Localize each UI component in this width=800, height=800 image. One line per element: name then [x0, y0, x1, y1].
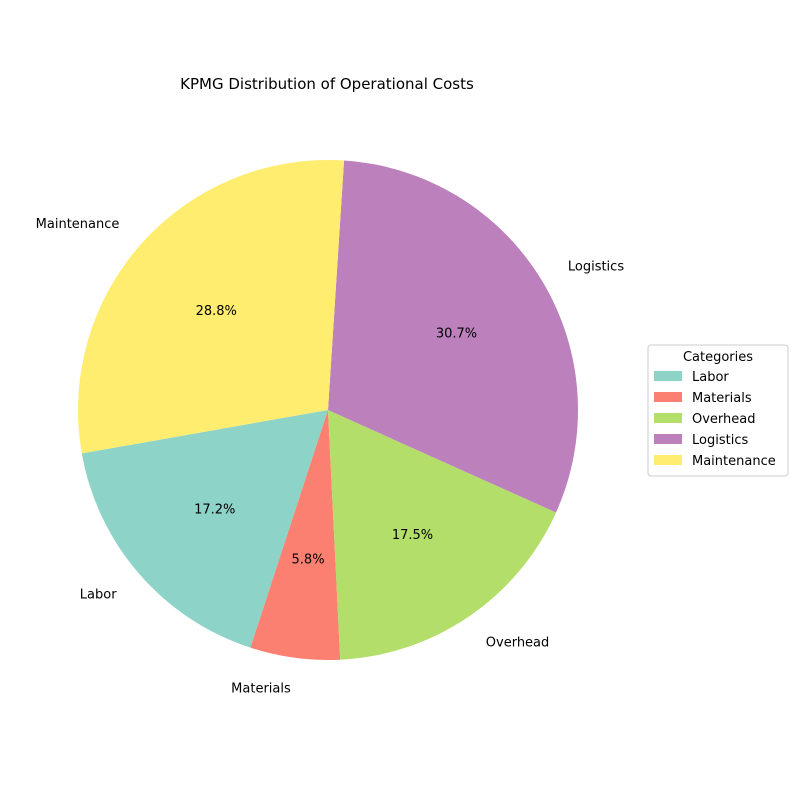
slice-label-maintenance: Maintenance	[36, 217, 120, 232]
slice-label-overhead: Overhead	[486, 635, 550, 650]
slice-label-logistics: Logistics	[568, 260, 624, 275]
percent-label-maintenance: 28.8%	[196, 304, 237, 319]
legend-label-maintenance: Maintenance	[692, 454, 776, 469]
pie-slice-maintenance	[78, 160, 345, 454]
pie-slice-materials	[250, 410, 341, 660]
legend: Categories Labor Materials Overhead Logisti…	[647, 344, 789, 477]
percent-label-overhead: 17.5%	[392, 528, 433, 543]
legend-title: Categories	[683, 350, 753, 365]
legend-label-labor: Labor	[692, 370, 729, 385]
slice-label-materials: Materials	[231, 682, 291, 697]
legend-swatch-labor	[654, 371, 682, 381]
slice-labels: Labor Materials Overhead Logistics Maintenan…	[36, 217, 625, 696]
legend-swatch-maintenance	[654, 455, 682, 465]
pie-slice-overhead	[328, 410, 557, 660]
pie-slice-labor	[81, 410, 328, 648]
percent-labels: 17.2% 5.8% 17.5% 30.7% 28.8%	[194, 304, 477, 568]
legend-label-logistics: Logistics	[692, 433, 748, 448]
legend-swatch-materials	[654, 392, 682, 402]
legend-label-overhead: Overhead	[692, 412, 756, 427]
pie-slices	[78, 160, 578, 660]
legend-frame	[647, 344, 789, 477]
percent-label-materials: 5.8%	[292, 553, 325, 568]
slice-label-labor: Labor	[80, 588, 117, 603]
percent-label-labor: 17.2%	[194, 502, 235, 517]
legend-swatch-logistics	[654, 434, 682, 444]
percent-label-logistics: 30.7%	[436, 327, 477, 342]
pie-slice-logistics	[328, 160, 578, 513]
legend-swatch-overhead	[654, 413, 682, 423]
legend-label-materials: Materials	[692, 391, 752, 406]
chart-title: KPMG Distribution of Operational Costs	[180, 75, 474, 93]
legend-items: Labor Materials Overhead Logistics Maintenan…	[654, 370, 776, 469]
